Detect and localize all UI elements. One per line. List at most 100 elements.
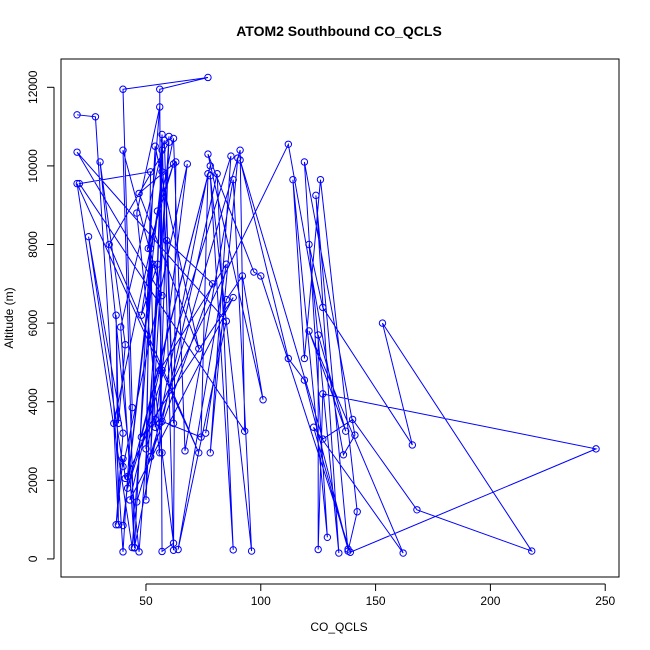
- data-point: [123, 484, 132, 492]
- data-point: [117, 323, 125, 331]
- data-point: [236, 156, 244, 164]
- data-point: [174, 545, 182, 554]
- data-point: [160, 136, 169, 145]
- series-line: [76, 76, 598, 554]
- data-point: [208, 280, 217, 288]
- chart-title: ATOM2 Southbound CO_QCLS: [236, 23, 442, 39]
- data-point: [300, 354, 309, 363]
- data-point: [323, 533, 332, 542]
- data-point: [592, 445, 600, 453]
- data-point: [319, 390, 327, 398]
- data-point: [114, 419, 123, 428]
- x-tick-label: 200: [480, 594, 500, 608]
- data-point: [133, 209, 141, 217]
- data-point: [158, 366, 166, 374]
- data-point: [250, 268, 258, 276]
- data-point: [119, 146, 127, 154]
- y-tick-label: 2000: [26, 467, 40, 494]
- data-point: [229, 293, 237, 302]
- data-point: [158, 547, 166, 556]
- x-tick-label: 50: [139, 594, 153, 608]
- data-point: [158, 291, 166, 300]
- data-point: [227, 152, 235, 160]
- data-point: [73, 148, 81, 156]
- data-point: [309, 423, 318, 431]
- data-point: [162, 236, 171, 245]
- data-point: [114, 521, 123, 529]
- data-point: [135, 189, 143, 198]
- data-point: [314, 331, 322, 339]
- data-point: [300, 158, 309, 166]
- data-point: [234, 154, 242, 162]
- data-point: [142, 445, 150, 453]
- data-point: [339, 451, 348, 459]
- y-tick-label: 12000: [26, 70, 40, 104]
- data-point: [183, 160, 192, 168]
- data-point: [351, 431, 359, 439]
- data-point: [156, 449, 164, 457]
- x-tick-label: 150: [366, 594, 386, 608]
- data-point: [335, 549, 343, 557]
- data-point: [153, 207, 162, 215]
- data-point: [135, 548, 143, 556]
- data-point: [105, 240, 113, 249]
- y-tick-label: 0: [26, 555, 40, 562]
- data-point: [238, 272, 247, 280]
- data-point: [172, 158, 180, 166]
- data-point: [137, 433, 146, 441]
- data-point: [213, 170, 221, 178]
- data-point: [316, 175, 325, 184]
- data-point: [204, 73, 212, 82]
- data-point: [378, 319, 387, 327]
- data-point: [222, 317, 231, 325]
- data-point: [156, 85, 164, 93]
- y-axis: 0 2000 4000 6000 8000 10000 12000: [26, 70, 55, 562]
- data-point: [75, 179, 84, 188]
- data-point: [229, 175, 237, 184]
- data-point: [169, 546, 178, 554]
- data-point: [73, 111, 81, 119]
- data-point: [151, 415, 159, 424]
- data-point: [158, 417, 166, 426]
- data-point: [206, 449, 214, 457]
- data-point: [158, 449, 166, 457]
- data-point: [165, 138, 173, 147]
- data-point: [137, 311, 146, 319]
- data-point: [236, 146, 244, 154]
- data-point: [128, 543, 136, 552]
- data-point: [305, 327, 313, 335]
- data-point: [149, 260, 157, 268]
- data-point: [206, 162, 214, 170]
- data-point: [158, 168, 166, 176]
- data-point: [259, 396, 267, 404]
- data-point: [222, 295, 231, 304]
- data-point: [73, 179, 81, 188]
- data-point: [195, 344, 203, 353]
- data-point: [156, 419, 164, 428]
- y-axis-label: Altitude (m): [2, 287, 16, 348]
- data-point: [247, 547, 256, 555]
- data-point: [346, 548, 355, 556]
- data-point: [289, 175, 297, 184]
- data-point: [353, 508, 361, 516]
- data-point: [151, 142, 159, 150]
- data-point: [146, 168, 155, 176]
- data-point: [151, 423, 159, 431]
- data-point: [91, 113, 100, 121]
- data-point: [197, 433, 205, 441]
- data-point: [169, 134, 178, 143]
- data-point: [119, 455, 127, 463]
- data-point: [222, 260, 231, 268]
- data-point: [399, 549, 407, 557]
- data-point: [110, 419, 118, 428]
- data-point: [156, 103, 164, 111]
- y-tick-label: 8000: [26, 231, 40, 258]
- data-point: [348, 415, 357, 424]
- data-point: [241, 427, 249, 435]
- data-point: [119, 85, 127, 93]
- data-point: [123, 472, 132, 481]
- data-point: [195, 449, 203, 457]
- plot-frame: [60, 58, 620, 578]
- data-point: [204, 150, 212, 158]
